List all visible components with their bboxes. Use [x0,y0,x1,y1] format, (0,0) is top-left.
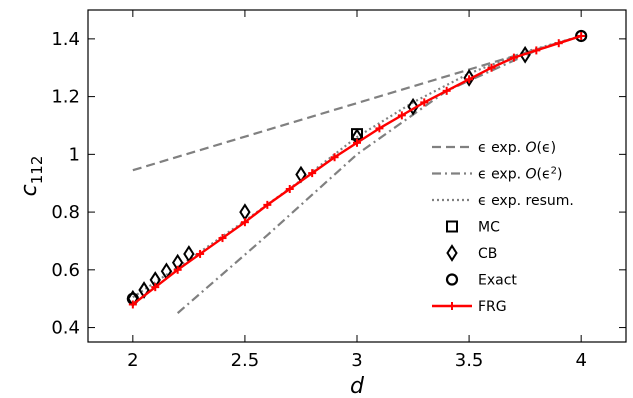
y-tick-label: 1.2 [51,87,80,108]
series-6-point-4 [218,234,227,243]
x-tick-label: 2 [127,350,138,371]
series-6-point-3 [196,249,205,258]
legend-6-marker [448,302,456,310]
x-tick-label: 3.5 [455,350,484,371]
series-6-point-10 [353,138,361,147]
series-6-point-14 [442,86,451,95]
series-6-point-6 [263,200,272,209]
series-2-line [132,34,582,299]
legend-1-label-part: ϵ exp. [478,167,526,183]
series-6-point-17 [509,53,518,62]
series-5-point-1 [575,29,588,43]
series-6-point-12 [397,111,406,120]
axis-ticks: 2 2.5 3 3.5 4 0.4 0.6 0.8 1 1.2 1.4 [51,10,626,371]
series-6-point-19 [554,39,563,48]
legend-0-label: ϵ exp. O(ϵ) [478,140,556,156]
series-4-point-10 [463,68,475,87]
y-tick-label: 1.4 [51,29,80,50]
y-tick-label: 1 [69,144,80,165]
y-tick-label: 0.4 [51,318,80,339]
legend-5-marker [445,273,459,286]
legend-6-label: FRG [478,299,507,315]
legend-6-label-part: FRG [478,299,507,315]
series-6-point-0 [128,300,137,309]
legend-0-label-part: (ϵ) [537,140,557,156]
y-tick-label: 0.6 [51,260,80,281]
series-6-point-18 [532,46,541,55]
legend-1-label-part: ) [557,167,562,183]
legend-4-marker [446,244,458,262]
y-axis-label: c112 [17,156,46,197]
legend-3-label-part: MC [478,220,500,236]
series-6-point-20 [577,31,586,40]
series-6-point-2 [173,265,182,274]
series-6-point-15 [465,75,474,84]
legend: ϵ exp. O(ϵ)ϵ exp. O(ϵ2)ϵ exp. resum.MCCB… [432,140,574,315]
legend-5-label: Exact [478,273,517,289]
series-6-point-13 [420,98,429,107]
y-axis-label-subscript: 112 [28,156,46,185]
legend-4-label: CB [478,246,497,262]
legend-1-label-part: 2 [551,165,557,176]
series-6-point-5 [240,218,249,227]
legend-5-label-part: Exact [478,273,517,289]
series-6-point-8 [308,169,317,178]
y-tick-label: 0.8 [51,202,80,223]
series-6-point-16 [487,63,496,72]
x-axis-label: d [350,374,365,398]
series-6-point-7 [285,184,294,193]
y-axis-label-main: c [17,184,42,196]
series-layer [126,29,588,314]
legend-1-label-part: (ϵ [537,167,551,183]
legend-2-label: ϵ exp. resum. [478,193,574,209]
legend-0-label-part: O [526,140,537,156]
legend-3-marker [446,220,458,233]
legend-4-label-part: CB [478,246,497,262]
legend-1-label: ϵ exp. O(ϵ2) [478,165,562,183]
series-4-point-9 [407,97,419,116]
x-tick-label: 3 [351,350,362,371]
series-6-point-11 [375,124,384,133]
x-tick-label: 4 [575,350,586,371]
legend-2-label-part: ϵ exp. resum. [478,193,574,209]
legend-3-label: MC [478,220,500,236]
legend-0-label-part: ϵ exp. [478,140,526,156]
series-6-point-9 [330,153,339,162]
series-1-line [176,34,582,314]
x-tick-label: 2.5 [231,350,260,371]
plot-area [87,9,627,343]
series-0-line [132,34,582,172]
series-6-point-1 [151,283,160,292]
legend-1-label-part: O [526,167,537,183]
